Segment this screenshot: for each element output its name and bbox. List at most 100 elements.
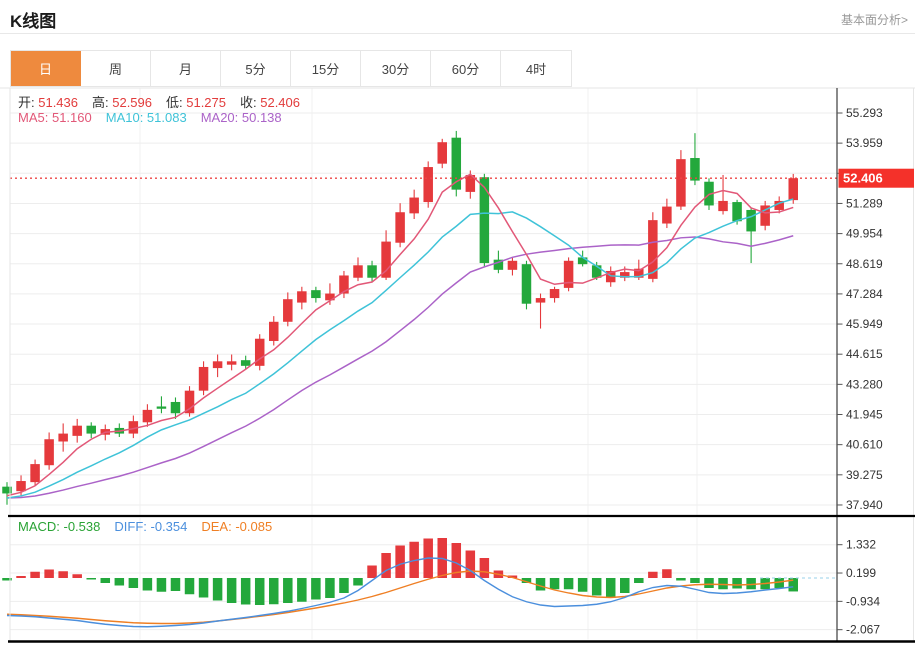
macd-hist-bar <box>283 578 293 603</box>
macd-hist-bar <box>353 578 363 586</box>
candle-body <box>648 220 658 279</box>
tab-周[interactable]: 周 <box>81 51 151 86</box>
axis-tick-label: 48.619 <box>846 257 883 271</box>
candle-body <box>395 212 405 243</box>
macd-hist-bar <box>690 578 700 583</box>
candle-body <box>704 181 714 206</box>
candle-body <box>198 366 209 391</box>
axis-tick-label: 37.940 <box>846 498 883 512</box>
candle-body <box>409 197 419 214</box>
readout-high-label: 高: <box>92 95 113 110</box>
axis-tick-label: 55.293 <box>846 106 883 120</box>
macd-hist-bar <box>620 578 630 593</box>
macd-hist-bar <box>240 578 251 605</box>
axis-tick-label: 47.284 <box>846 287 883 301</box>
readout-close-value: 52.406 <box>260 95 300 110</box>
macd-hist-bar <box>339 578 349 593</box>
candle-body <box>30 464 40 483</box>
macd-hist-bar <box>72 574 82 578</box>
candle-body <box>44 439 54 466</box>
macd-hist-bar <box>662 569 672 578</box>
ma-readout: MA5: 51.160 MA10: 51.083 MA20: 50.138 <box>18 110 296 125</box>
readout-ma10: MA10: 51.083 <box>106 110 187 125</box>
tab-4时[interactable]: 4时 <box>501 51 571 86</box>
macd-hist-bar <box>676 578 686 581</box>
current-price-badge-bg <box>838 168 914 188</box>
tab-月[interactable]: 月 <box>151 51 221 86</box>
readout-close-label: 收: <box>240 95 261 110</box>
macd-hist-bar <box>128 578 139 588</box>
readout-diff: DIFF: -0.354 <box>114 519 187 534</box>
macd-hist-bar <box>788 578 798 592</box>
dea-line <box>6 570 794 625</box>
macd-hist-bar <box>170 578 181 591</box>
candle-body <box>521 264 532 304</box>
readout-ma5-label: MA5: <box>18 110 52 125</box>
tab-5分[interactable]: 5分 <box>221 51 291 86</box>
macd-hist-bar <box>479 558 490 578</box>
macd-hist-bar <box>58 571 68 578</box>
candle-body <box>269 321 279 341</box>
tab-30分[interactable]: 30分 <box>361 51 431 86</box>
readout-dea-label: DEA: <box>201 519 236 534</box>
macd-hist-bar <box>605 578 616 598</box>
candles-layer <box>2 130 798 505</box>
axis-tick-label: 1.332 <box>846 538 876 552</box>
candle-body <box>507 260 518 270</box>
tab-15分[interactable]: 15分 <box>291 51 361 86</box>
period-tab-bar[interactable]: 日周月 5分 15分 30分 60分 4时 <box>10 50 572 87</box>
readout-ma20: MA20: 50.138 <box>201 110 282 125</box>
candle-body <box>479 177 490 264</box>
macd-hist-bar <box>100 578 111 583</box>
candle-body <box>746 209 756 232</box>
macd-hist-bar <box>746 578 756 590</box>
candle-body <box>662 206 672 224</box>
candle-body <box>311 290 321 299</box>
candle-body <box>774 200 784 210</box>
macd-hist-bar <box>86 578 96 580</box>
candle-body <box>788 178 798 201</box>
macd-hist-bar <box>774 578 784 588</box>
macd-hist-bar <box>311 578 321 600</box>
readout-macd-label: MACD: <box>18 519 64 534</box>
tab-60分[interactable]: 60分 <box>431 51 501 86</box>
readout-diff-label: DIFF: <box>114 519 151 534</box>
readout-macd: MACD: -0.538 <box>18 519 100 534</box>
macd-hist-bar <box>198 578 209 598</box>
candle-body <box>549 289 560 299</box>
readout-diff-value: -0.354 <box>150 519 188 534</box>
macd-hist-bar <box>254 578 265 605</box>
candle-body <box>72 425 82 436</box>
candle-body <box>240 360 251 366</box>
macd-hist-bar <box>367 565 377 578</box>
candle-body <box>563 260 574 288</box>
axis-tick-label: 39.275 <box>846 468 883 482</box>
macd-hist-bar <box>451 543 462 578</box>
page-title: K线图 <box>10 12 57 31</box>
candle-body <box>325 293 335 301</box>
readout-ma10-label: MA10: <box>105 110 147 125</box>
y-axis-labels: 55.293 53.959 51.289 49.954 48.619 47.284 45.9… <box>837 106 883 637</box>
macd-hist-bar <box>114 578 125 586</box>
ma5-line <box>6 173 794 497</box>
candle-body <box>718 200 728 212</box>
macd-hist-bar <box>591 578 602 596</box>
candle-body <box>184 390 195 414</box>
fundamental-analysis-link[interactable]: 基本面分析> <box>840 13 908 27</box>
candle-body <box>353 265 363 278</box>
axis-tick-label: 51.289 <box>846 196 883 210</box>
macd-layer <box>2 538 837 628</box>
macd-hist-bar <box>634 578 644 583</box>
candle-body <box>367 265 377 278</box>
tab-日[interactable]: 日 <box>11 51 81 86</box>
candle-body <box>212 361 223 369</box>
macd-hist-bar <box>16 576 26 578</box>
readout-ma20-value: 50.138 <box>241 110 282 125</box>
macd-hist-bar <box>577 578 588 592</box>
readout-low-value: 51.275 <box>186 95 226 110</box>
readout-open-label: 开: <box>18 95 39 110</box>
candle-body <box>283 299 293 322</box>
macd-hist-bar <box>535 578 546 591</box>
readout-high: 高: 52.596 <box>92 95 152 110</box>
